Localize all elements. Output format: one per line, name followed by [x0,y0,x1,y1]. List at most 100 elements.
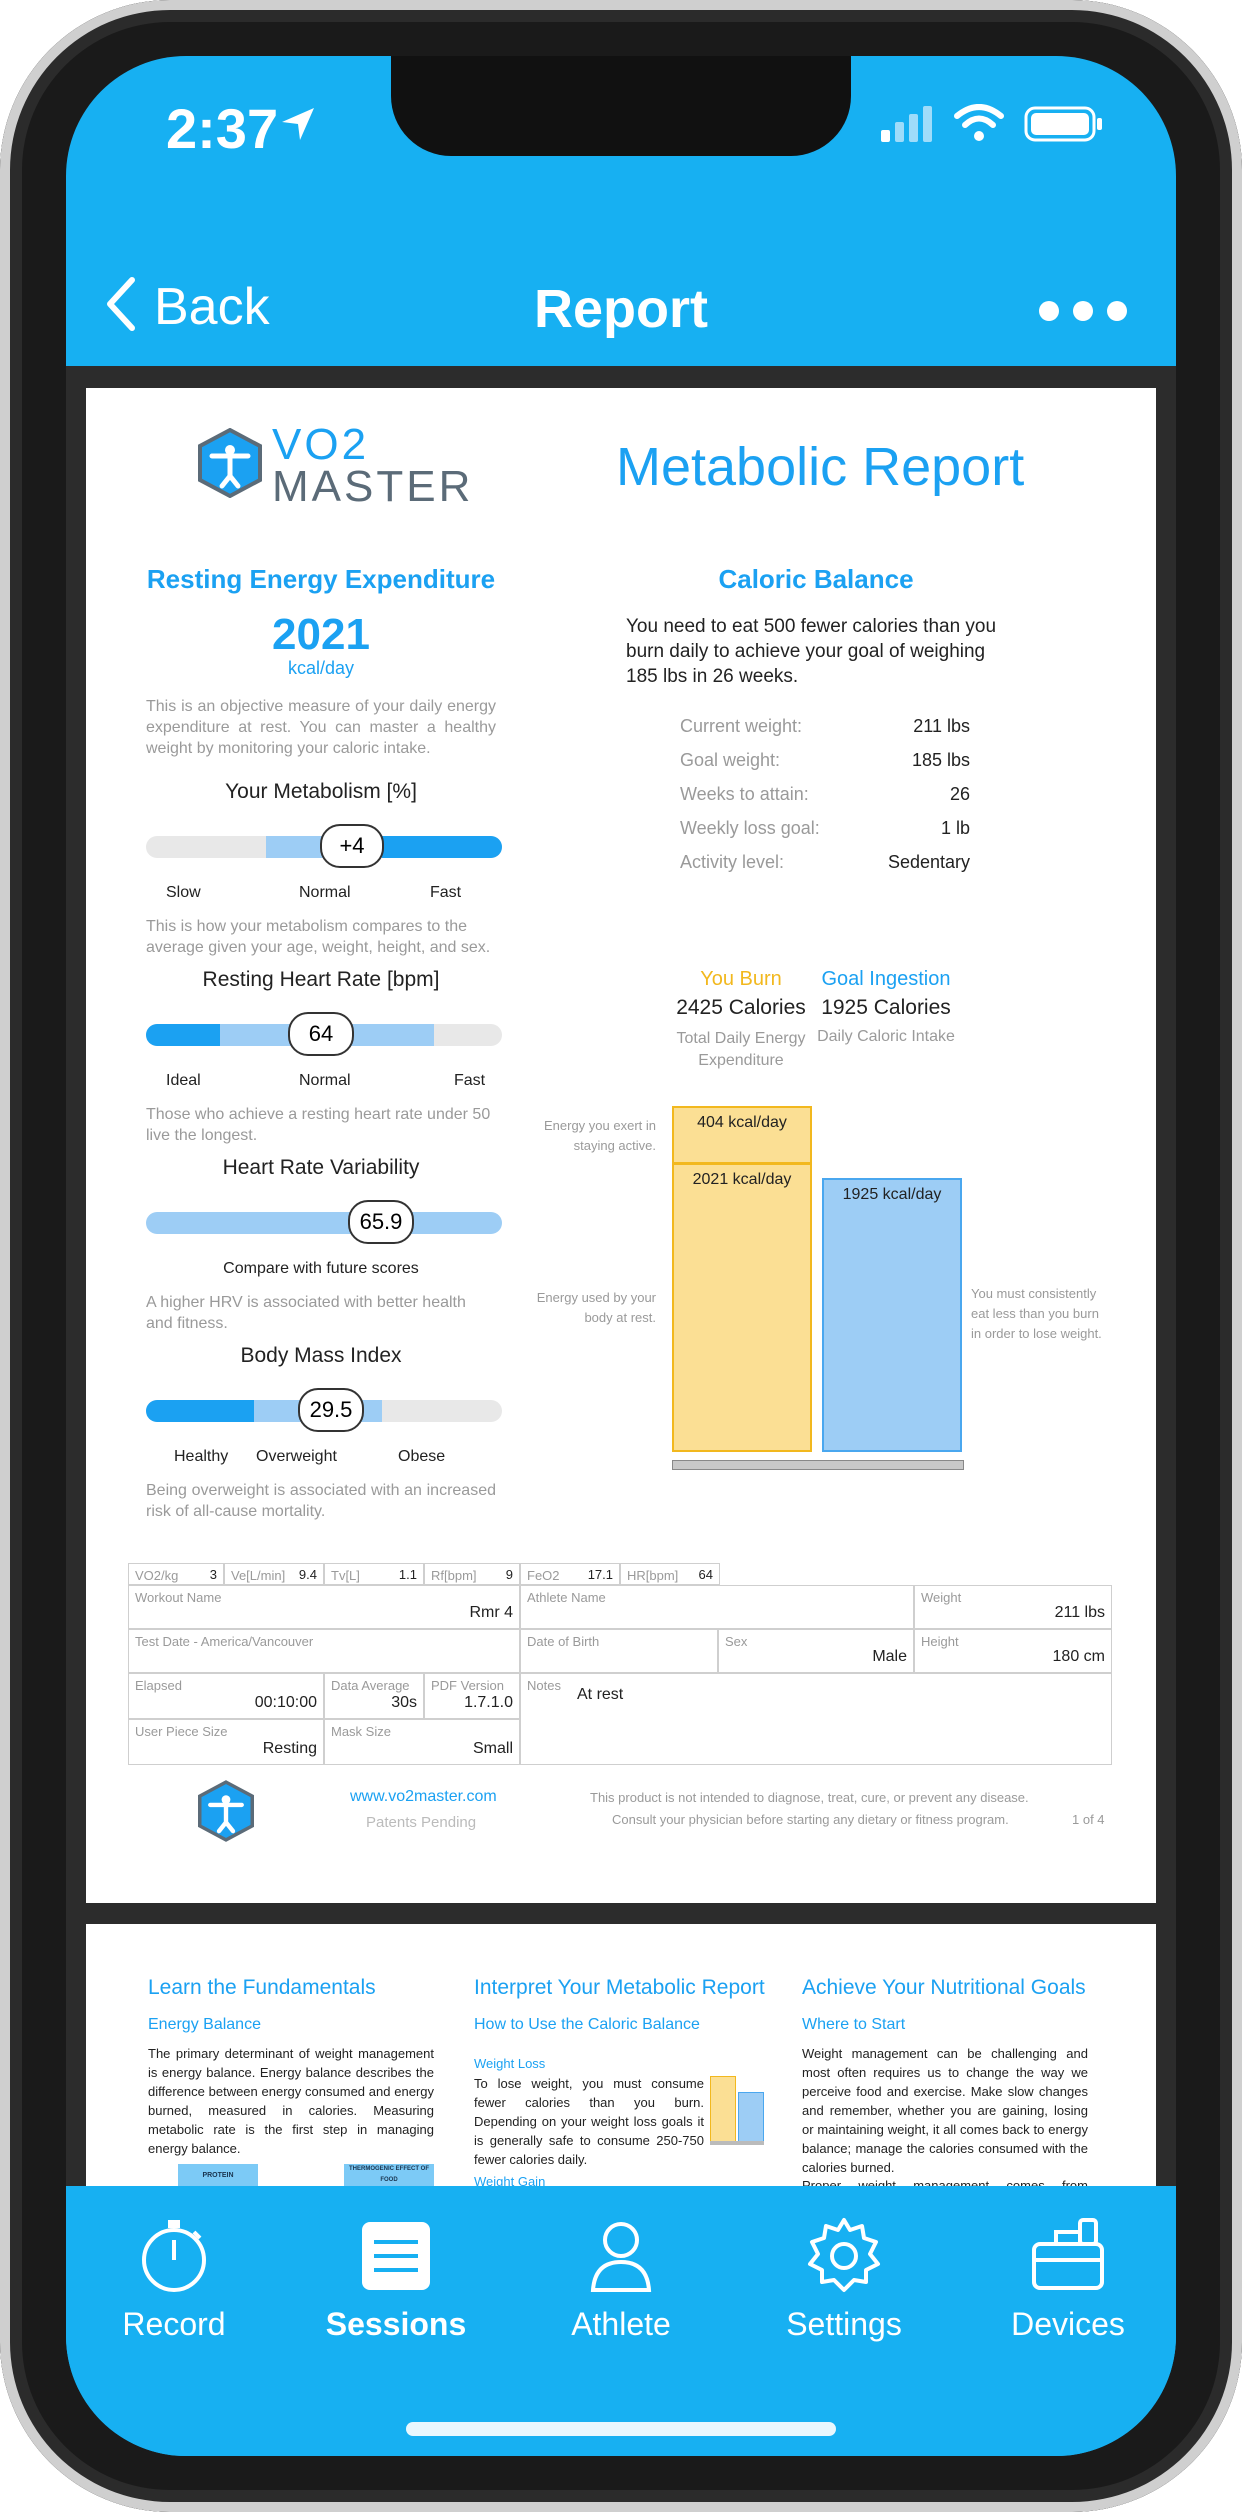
tab-athlete-label: Athlete [571,2306,671,2342]
bar-active-label: 404 kcal/day [697,1114,787,1131]
rhr-value-pill: 64 [288,1012,354,1056]
rhr-tick-fast: Fast [454,1072,486,1089]
col2-heading-gain: Weight Gain [474,2174,546,2189]
col1-subtitle: Energy Balance [148,2016,261,2033]
metric-vo2kg: VO2/kg 3 [128,1563,224,1585]
cell-label: Athlete Name [527,1590,606,1605]
location-arrow-icon [282,108,314,140]
ree-value: 2021 [272,610,370,659]
vo2master-logo-icon [198,428,262,498]
row-label: Weekly loss goal: [680,818,820,838]
report-viewer[interactable]: VO2 MASTER Metabolic Report Resting Ener… [66,366,1176,2284]
metabolism-label: Your Metabolism [%] [225,780,417,803]
more-icon[interactable] [1038,300,1128,322]
rhr-desc: Those who achieve a resting heart rate u… [146,1106,491,1144]
back-label: Back [154,278,270,336]
person-icon [590,2222,652,2292]
footer-page-number: 1 of 4 [1072,1812,1105,1827]
mini-bar-burn [710,2076,736,2142]
cell-value: 00:10:00 [254,1694,317,1711]
caloric-heading: Caloric Balance [718,564,914,594]
cell-label: User Piece Size [135,1724,228,1739]
cell-label: Sex [725,1634,748,1649]
tab-settings[interactable]: Settings [744,2216,944,2343]
cell-pdf-version: PDF Version 1.7.1.0 [424,1673,520,1719]
burn-label: You Burn [700,968,782,990]
cell-weight: Weight 211 lbs [914,1585,1112,1629]
scale-left-protein: PROTEIN [178,2164,258,2188]
col1-title: Learn the Fundamentals [148,1976,376,1999]
home-indicator[interactable] [406,2422,836,2436]
cell-mask-size: Mask Size Small [324,1719,520,1765]
signal-icon [881,106,932,142]
metabolism-tick-slow: Slow [166,884,201,901]
bmi-bar-healthy [146,1400,254,1422]
col2-subtitle: How to Use the Caloric Balance [474,2016,700,2033]
cell-elapsed: Elapsed 00:10:00 [128,1673,324,1719]
report-title: Metabolic Report [616,437,1025,497]
cell-value: Rmr 4 [469,1604,513,1621]
metric-value: 17.1 [587,1567,613,1582]
metric-value: 9 [505,1567,513,1582]
footer-url[interactable]: www.vo2master.com [350,1788,497,1805]
cell-notes: Notes At rest [520,1673,1112,1765]
cell-sex: Sex Male [718,1629,914,1673]
metric-feo2: FeO2 17.1 [520,1563,620,1585]
col2-text-loss: To lose weight, you must consume fewer c… [474,2076,704,2167]
note-active: Energy you exert in staying active. [543,1118,656,1153]
row-label: Activity level: [680,852,785,872]
cell-value: 180 cm [1052,1648,1105,1665]
metabolism-value-pill: +4 [320,824,384,868]
cell-value: 211 lbs [1054,1604,1105,1621]
bar-burn-rest: 2021 kcal/day [672,1164,812,1452]
bmi-desc: Being overweight is associated with an i… [146,1482,496,1520]
row-label: Goal weight: [680,750,781,770]
metric-label: Rf[bpm] [431,1568,477,1583]
bar-burn-active: 404 kcal/day [672,1106,812,1164]
caloric-text: You need to eat 500 fewer calories than … [626,616,997,687]
footer-logo-icon [198,1780,254,1842]
cell-label: Data Average [331,1678,410,1693]
footer-disclaimer-1: This product is not intended to diagnose… [590,1790,1029,1805]
tab-devices[interactable]: Devices [968,2216,1168,2343]
mini-bar-goal [738,2092,764,2142]
metabolism-tick-fast: Fast [430,884,462,901]
row-value: 211 lbs [913,716,970,736]
footer-disclaimer-2: Consult your physician before starting a… [612,1812,1009,1827]
cell-test-date: Test Date - America/Vancouver [128,1629,520,1673]
chevron-left-icon [107,277,135,331]
logo-text-top: VO2 [272,420,370,469]
stopwatch-icon [142,2220,206,2292]
tab-sessions[interactable]: Sessions [296,2216,496,2343]
cell-value: Resting [262,1740,317,1757]
ree-desc: This is an objective measure of your dai… [146,698,496,757]
tab-bar: Record Sessions Athlete Settings Devices [66,2186,1176,2456]
metric-ve: Ve[L/min] 9.4 [224,1563,324,1585]
cell-workout-name: Workout Name Rmr 4 [128,1585,520,1629]
cell-value: 30s [391,1694,417,1711]
cell-data-average: Data Average 30s [324,1673,424,1719]
tab-athlete[interactable]: Athlete [521,2216,721,2343]
metric-hr: HR[bpm] 64 [620,1563,720,1585]
cell-label: Workout Name [135,1590,222,1605]
back-button[interactable]: Back [106,276,270,337]
rhr-bar-ideal [146,1024,220,1046]
metabolism-bar-fast [382,836,502,858]
metabolism-tick-normal: Normal [299,884,351,901]
cell-label: Mask Size [331,1724,391,1739]
footer-patents: Patents Pending [366,1814,477,1831]
list-icon [362,2222,430,2290]
metric-label: Tv[L] [331,1568,360,1583]
status-bar: 2:37 [66,56,1176,256]
hrv-caption: Compare with future scores [223,1260,419,1277]
toolbox-icon [1032,2218,1104,2290]
row-label: Weeks to attain: [680,784,809,804]
row-label: Current weight: [680,716,803,736]
tab-record[interactable]: Record [74,2216,274,2343]
hrv-label: Heart Rate Variability [222,1156,420,1179]
status-time: 2:37 [166,97,279,160]
burn-value: 2425 Calories [676,996,806,1019]
col2-title: Interpret Your Metabolic Report [474,1976,765,1999]
ree-heading: Resting Energy Expenditure [146,564,496,594]
col2-heading-loss: Weight Loss [474,2056,546,2071]
